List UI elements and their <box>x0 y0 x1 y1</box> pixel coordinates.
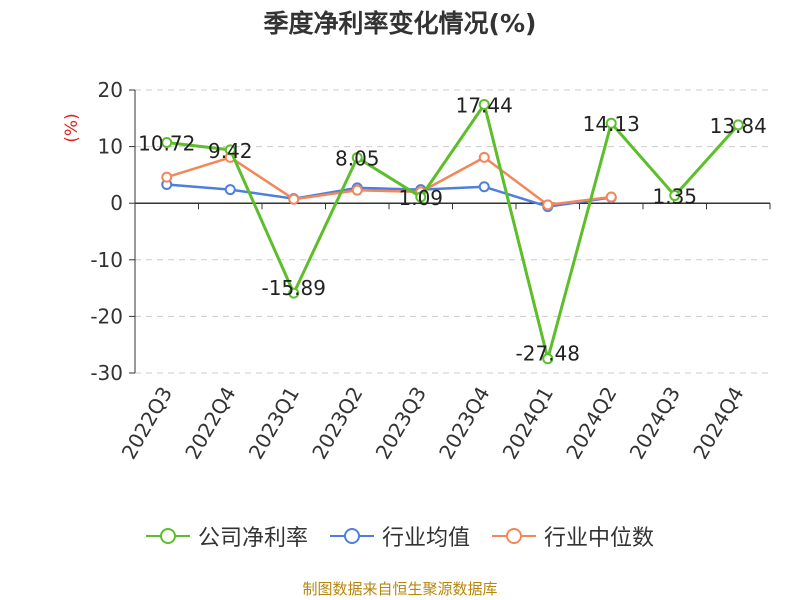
y-tick-label: -30 <box>90 361 123 385</box>
x-tick-label: 2022Q4 <box>180 383 240 464</box>
data-point <box>288 287 300 299</box>
series-line-0 <box>166 103 740 361</box>
data-point <box>351 184 363 196</box>
data-label: -15.89 <box>262 276 326 300</box>
legend-label-median: 行业中位数 <box>544 526 655 551</box>
x-tick-label: 2024Q1 <box>498 383 558 464</box>
data-point <box>288 193 300 205</box>
legend-item-company[interactable]: 公司净利率 <box>145 520 308 552</box>
data-point <box>161 171 173 183</box>
chart-title: 季度净利率变化情况(%) <box>263 9 537 38</box>
legend-swatch-avg <box>329 528 374 544</box>
data-label: 1.35 <box>652 185 697 209</box>
data-point <box>732 119 744 131</box>
data-point <box>478 98 490 110</box>
data-point <box>669 190 681 202</box>
data-label: 8.05 <box>335 147 380 171</box>
data-label: 14.13 <box>583 112 640 136</box>
data-point <box>542 199 554 211</box>
data-point <box>415 191 427 203</box>
data-point <box>161 137 173 149</box>
x-tick-label: 2022Q3 <box>117 383 177 464</box>
data-label: 13.84 <box>710 114 767 138</box>
data-point <box>224 184 236 196</box>
y-tick-label: -20 <box>90 304 123 328</box>
data-point <box>478 181 490 193</box>
legend-label-company: 公司净利率 <box>197 526 308 551</box>
legend-label-avg: 行业均值 <box>381 526 470 551</box>
x-tick-label: 2024Q3 <box>625 383 685 464</box>
data-label: 10.72 <box>138 132 195 156</box>
data-label: 17.44 <box>456 93 513 117</box>
x-tick-label: 2023Q1 <box>244 383 304 464</box>
legend: 公司净利率 行业均值 行业中位数 <box>0 520 800 552</box>
data-point <box>224 144 236 156</box>
data-label: -27.48 <box>516 342 580 366</box>
y-axis-label: (%) <box>62 113 82 142</box>
source-note: 制图数据来自恒生聚源数据库 <box>302 580 498 598</box>
legend-item-avg[interactable]: 行业均值 <box>329 520 470 552</box>
x-tick-label: 2023Q2 <box>307 383 367 464</box>
series-line-2 <box>166 156 612 207</box>
data-point <box>605 191 617 203</box>
legend-item-median[interactable]: 行业中位数 <box>492 520 654 552</box>
legend-swatch-company <box>145 528 190 544</box>
x-tick-label: 2023Q3 <box>371 383 431 464</box>
legend-swatch-median <box>492 528 536 544</box>
series-line-1 <box>166 183 612 208</box>
y-tick-label: 20 <box>98 78 123 102</box>
data-label: 1.09 <box>398 186 443 210</box>
x-tick-label: 2023Q4 <box>434 383 494 464</box>
y-tick-label: -10 <box>90 248 123 272</box>
data-point <box>542 353 554 365</box>
x-tick-label: 2024Q2 <box>561 383 621 464</box>
y-tick-label: 0 <box>110 191 123 215</box>
data-point <box>351 152 363 164</box>
x-tick-label: 2024Q4 <box>688 383 748 464</box>
data-point <box>478 151 490 163</box>
y-tick-label: 10 <box>98 135 123 159</box>
data-point <box>605 117 617 129</box>
data-label: 9.42 <box>208 139 253 163</box>
